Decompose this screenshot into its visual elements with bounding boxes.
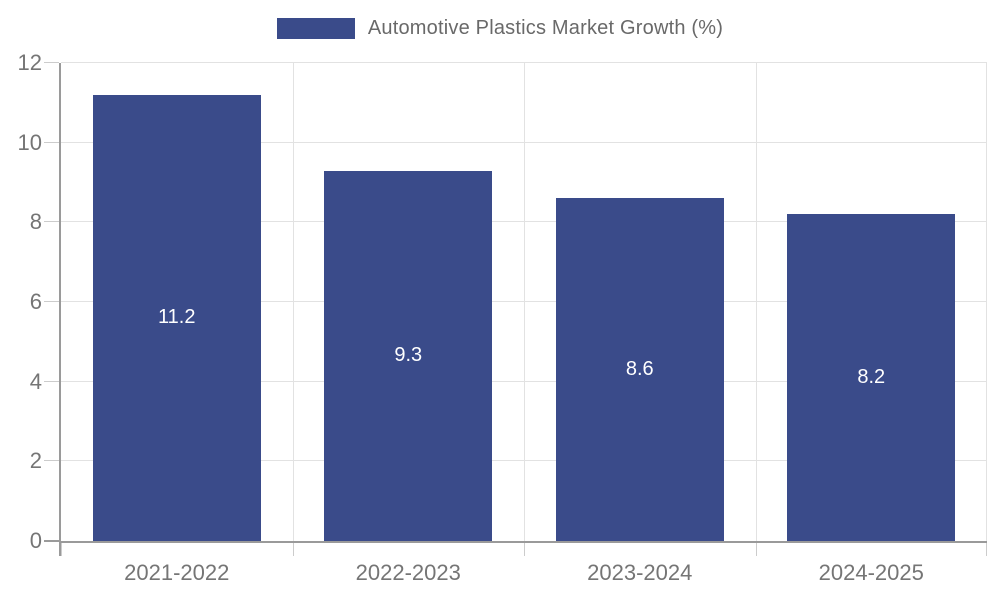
x-axis-label-2023-2024: 2023-2024 bbox=[587, 560, 693, 585]
y-axis-label-12: 12 bbox=[17, 50, 42, 75]
bar-2021-2022[interactable]: 11.2 bbox=[92, 94, 261, 541]
y-axis-label-6: 6 bbox=[29, 289, 42, 314]
y-axis-label-10: 10 bbox=[17, 129, 42, 155]
gridline-x-2 bbox=[524, 63, 525, 541]
x-tick-1 bbox=[292, 543, 294, 556]
x-axis-line bbox=[59, 541, 987, 543]
x-tick-4 bbox=[986, 543, 987, 556]
y-tick-6 bbox=[44, 301, 59, 302]
legend-swatch bbox=[276, 18, 355, 39]
y-axis-line bbox=[59, 63, 61, 556]
bar-2024-2025[interactable]: 8.2 bbox=[787, 214, 956, 541]
y-axis-label-0: 0 bbox=[29, 528, 42, 553]
y-tick-8 bbox=[44, 221, 59, 223]
gridline-x-3 bbox=[755, 63, 757, 541]
chart-legend[interactable]: Automotive Plastics Market Growth (%) bbox=[0, 17, 1000, 40]
y-axis-label-4: 4 bbox=[29, 368, 42, 394]
y-tick-12 bbox=[44, 62, 59, 63]
y-tick-10 bbox=[44, 141, 59, 143]
bar-value-label: 11.2 bbox=[158, 306, 196, 329]
gridline-x-1 bbox=[292, 63, 294, 541]
bar-2023-2024[interactable]: 8.6 bbox=[555, 198, 724, 541]
bar-2022-2023[interactable]: 9.3 bbox=[324, 170, 493, 541]
x-tick-2 bbox=[524, 543, 525, 556]
y-tick-0 bbox=[44, 540, 59, 542]
y-tick-4 bbox=[44, 380, 59, 382]
x-axis-label-2022-2023: 2022-2023 bbox=[355, 560, 461, 585]
legend-title: Automotive Plastics Market Growth (%) bbox=[367, 17, 724, 39]
bar-value-label: 8.6 bbox=[625, 358, 654, 381]
bar-value-label: 9.3 bbox=[394, 344, 423, 367]
x-axis-label-2024-2025: 2024-2025 bbox=[818, 560, 924, 585]
x-tick-3 bbox=[755, 543, 757, 556]
bar-value-label: 8.2 bbox=[857, 366, 886, 389]
x-tick-0 bbox=[61, 543, 62, 556]
gridline-y-12 bbox=[61, 62, 987, 63]
y-axis-label-8: 8 bbox=[29, 209, 42, 235]
y-tick-2 bbox=[44, 460, 59, 462]
x-axis-label-2021-2022: 2021-2022 bbox=[124, 560, 230, 585]
gridline-x-4 bbox=[986, 63, 987, 541]
y-axis-label-2: 2 bbox=[29, 448, 42, 474]
